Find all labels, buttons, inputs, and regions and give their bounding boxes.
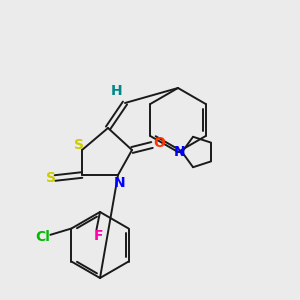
Text: Cl: Cl (35, 230, 50, 244)
Text: H: H (111, 84, 123, 98)
Text: N: N (114, 176, 126, 190)
Text: S: S (46, 171, 56, 185)
Text: N: N (174, 145, 186, 159)
Text: F: F (94, 229, 103, 243)
Text: O: O (153, 136, 165, 150)
Text: S: S (74, 138, 84, 152)
